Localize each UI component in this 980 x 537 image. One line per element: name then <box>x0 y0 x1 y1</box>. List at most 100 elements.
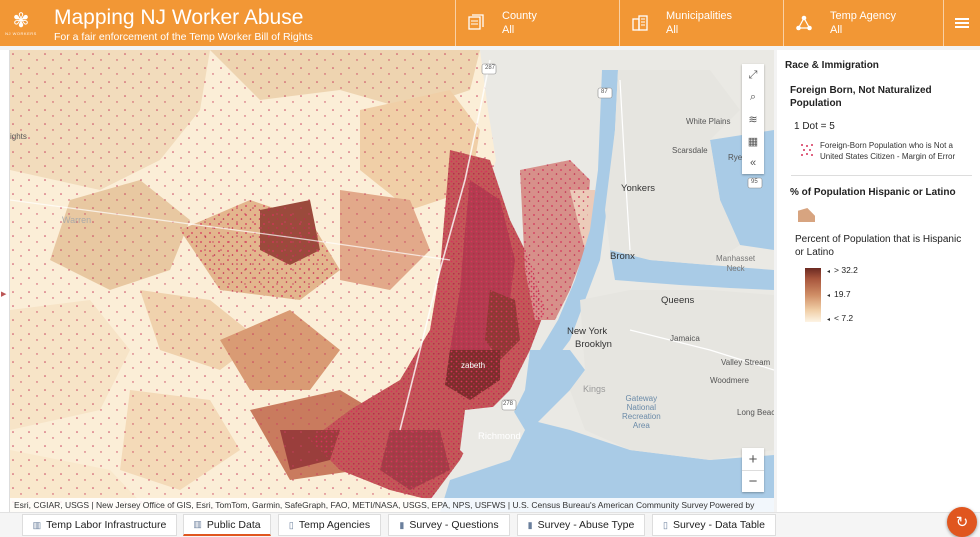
place-label-jamaica: Jamaica <box>670 334 700 343</box>
legend-layer2-title: % of Population Hispanic or Latino <box>790 187 956 198</box>
legend-heading: Race & Immigration <box>785 60 879 71</box>
map-grid-icon <box>466 13 486 33</box>
map-canvas[interactable] <box>10 50 774 512</box>
temp-agency-filter-label: Temp Agency <box>830 9 897 22</box>
place-label-elizabeth: zabeth <box>461 361 486 370</box>
bottom-tab-bar: ▥ Temp Labor Infrastructure ▥ Public Data … <box>0 512 980 537</box>
book-icon: ▥ <box>193 519 202 529</box>
place-label-manhasset-neck: Manhasset Neck <box>716 254 756 273</box>
tab-temp-agencies[interactable]: ▯ Temp Agencies <box>278 514 381 536</box>
tab-label: Public Data <box>206 518 261 531</box>
temp-agency-filter[interactable]: Temp Agency All <box>783 0 943 46</box>
tab-public-data[interactable]: ▥ Public Data <box>183 514 271 536</box>
app-title: Mapping NJ Worker Abuse <box>54 6 304 29</box>
map-attribution: Esri, CGIAR, USGS | New Jersey Office of… <box>10 498 774 524</box>
zoom-control: + − <box>742 448 764 492</box>
refresh-button[interactable]: ↻ <box>947 507 977 537</box>
city-icon <box>630 13 650 33</box>
legend-dot-label: Foreign-Born Population who is Not a Uni… <box>820 141 956 161</box>
expand-arrow-icon: ▶ <box>1 291 7 298</box>
legend-dot-row: Foreign-Born Population who is Not a Uni… <box>800 140 968 162</box>
place-label-richmond: Richmond <box>478 431 521 442</box>
legend-dot-value: 1 Dot = 5 <box>794 121 835 132</box>
tab-label: Survey - Data Table <box>672 519 765 531</box>
area-swatch-icon <box>798 208 815 222</box>
place-label-new-york: New York <box>567 326 608 337</box>
document-icon: ▯ <box>663 519 668 530</box>
municipalities-filter-value: All <box>666 23 679 36</box>
refresh-icon: ↻ <box>955 514 969 531</box>
ramp-label-mid: 19.7 <box>827 289 851 299</box>
left-panel-toggle[interactable]: ▶ <box>0 50 10 512</box>
shield-label-278: 278 <box>503 401 514 407</box>
place-label: ights <box>10 132 27 141</box>
place-label-warren: Warren <box>62 215 92 225</box>
place-label-white-plains: White Plains <box>686 117 731 126</box>
tab-label: Temp Agencies <box>298 519 371 531</box>
book-icon: ▥ <box>32 519 42 530</box>
place-label-scarsdale: Scarsdale <box>672 146 708 155</box>
color-ramp-bar <box>805 268 821 322</box>
dot-density-swatch-icon <box>800 143 814 157</box>
map-view[interactable]: 287 87 95 278 ights Warren White Plains … <box>10 50 774 512</box>
tab-survey-questions[interactable]: ▮ Survey - Questions <box>388 514 510 536</box>
search-icon[interactable]: ⌕ <box>749 90 757 103</box>
county-filter-value: All <box>502 23 515 36</box>
app-logo[interactable]: ✾ NJ WORKERS <box>0 0 42 46</box>
app-subtitle: For a fair enforcement of the Temp Worke… <box>54 31 313 43</box>
expand-icon[interactable]: ⤢ <box>748 68 758 81</box>
tree-logo-icon: ✾ <box>12 9 30 32</box>
place-label-valley-stream: Valley Stream <box>721 358 771 367</box>
legend-color-ramp: > 32.2 19.7 < 7.2 <box>797 265 968 325</box>
qr-icon[interactable]: ▦ <box>747 135 759 148</box>
layers-icon[interactable]: ≋ <box>748 113 758 126</box>
county-filter[interactable]: County All <box>455 0 619 46</box>
place-label-bronx: Bronx <box>610 251 635 262</box>
place-label-brooklyn: Brooklyn <box>575 339 612 350</box>
legend-panel: Race & Immigration Foreign Born, Not Nat… <box>777 50 980 512</box>
zoom-in-button[interactable]: + <box>748 450 758 468</box>
temp-agency-filter-value: All <box>830 23 843 36</box>
shield-label-287: 287 <box>485 65 496 71</box>
title-block: Mapping NJ Worker Abuse For a fair enfor… <box>42 0 455 46</box>
shield-label-87: 87 <box>601 89 608 95</box>
powered-by-esri[interactable]: Powered by Esri <box>709 500 755 524</box>
zoom-out-button[interactable]: − <box>742 470 764 492</box>
tab-temp-labor-infrastructure[interactable]: ▥ Temp Labor Infrastructure <box>22 514 177 536</box>
highway-shield-278 <box>501 399 517 411</box>
tab-label: Temp Labor Infrastructure <box>46 519 167 531</box>
shield-label-95: 95 <box>751 179 758 185</box>
ramp-label-high: > 32.2 <box>827 265 858 275</box>
network-icon <box>794 13 814 33</box>
legend-ramp-title: Percent of Population that is Hispanic o… <box>795 234 962 258</box>
tab-survey-abuse-type[interactable]: ▮ Survey - Abuse Type <box>517 514 645 536</box>
tab-label: Survey - Questions <box>409 519 499 531</box>
attribution-text: Esri, CGIAR, USGS | New Jersey Office of… <box>14 500 708 524</box>
place-label-kings: Kings <box>583 384 606 394</box>
collapse-icon[interactable]: « <box>749 157 757 169</box>
highway-shield-287 <box>481 63 497 75</box>
document-icon: ▯ <box>288 519 294 530</box>
place-label-gateway: Gateway National Recreation Area <box>622 394 661 430</box>
hamburger-menu-button[interactable] <box>943 0 980 46</box>
map-toolbar: ⤢ ⌕ ≋ ▦ « <box>742 64 764 174</box>
legend-layer1-title: Foreign Born, Not Naturalized Population <box>790 85 932 109</box>
place-label-long-beach: Long Beach <box>737 408 774 417</box>
municipalities-filter[interactable]: Municipalities All <box>619 0 783 46</box>
chart-icon: ▮ <box>399 519 405 530</box>
place-label-woodmere: Woodmere <box>710 376 749 385</box>
logo-text: NJ WORKERS <box>5 30 37 36</box>
county-filter-label: County <box>502 9 537 22</box>
municipalities-filter-label: Municipalities <box>666 9 733 22</box>
legend-divider <box>791 175 972 176</box>
place-label-queens: Queens <box>661 295 695 306</box>
highway-shield-95 <box>747 177 763 189</box>
tab-survey-data-table[interactable]: ▯ Survey - Data Table <box>652 514 776 536</box>
place-label-rye: Rye <box>728 153 743 162</box>
app-header: ✾ NJ WORKERS Mapping NJ Worker Abuse For… <box>0 0 980 46</box>
tab-label: Survey - Abuse Type <box>537 519 635 531</box>
place-label-yonkers: Yonkers <box>621 183 655 194</box>
highway-shield-87 <box>597 87 613 99</box>
hamburger-icon <box>955 16 969 30</box>
